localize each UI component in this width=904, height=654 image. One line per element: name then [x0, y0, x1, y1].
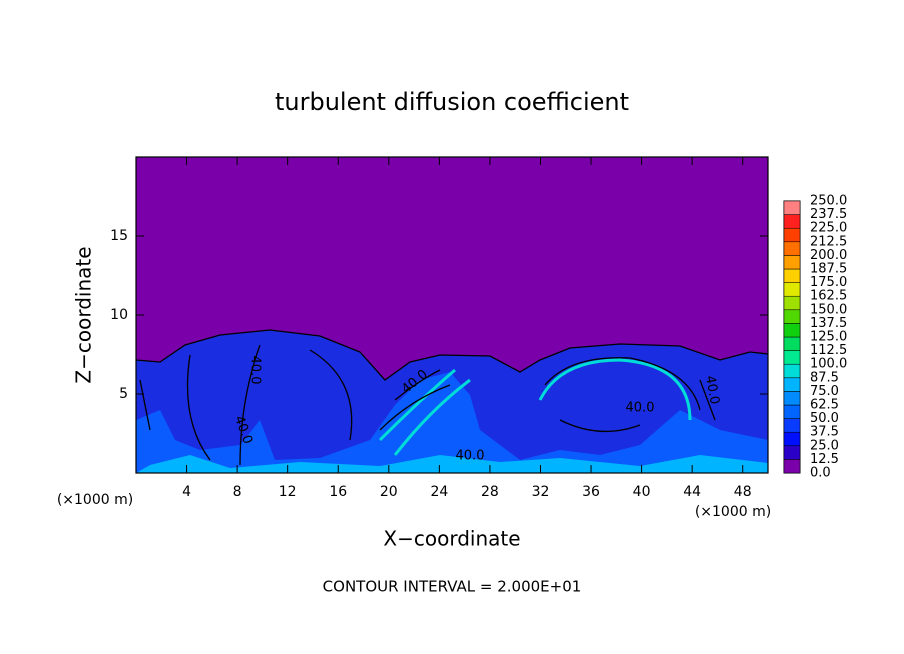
x-axis-label: X−coordinate — [383, 527, 520, 551]
chart-title: turbulent diffusion coefficient — [275, 88, 629, 116]
footnote: CONTOUR INTERVAL = 2.000E+01 — [323, 578, 582, 596]
colorbar-label: 175.0 — [810, 275, 847, 290]
colorbar-label: 112.5 — [810, 343, 847, 358]
colorbar-swatch — [783, 323, 801, 338]
colorbar-swatch — [783, 336, 801, 351]
y-tick-label: 15 — [110, 228, 128, 244]
x-tick-label: 8 — [233, 484, 242, 500]
colorbar-label: 162.5 — [810, 289, 847, 304]
colorbar-swatch — [783, 214, 801, 229]
y-axis-label: Z−coordinate — [72, 246, 96, 383]
contour-label: 40.0 — [626, 401, 655, 416]
colorbar-swatch — [783, 391, 801, 406]
colorbar-swatch — [783, 459, 801, 474]
field — [135, 157, 769, 473]
colorbar-label: 62.5 — [810, 398, 839, 413]
colorbar-label: 200.0 — [810, 248, 847, 263]
colorbar-label: 150.0 — [810, 302, 847, 317]
colorbar-swatch — [783, 241, 801, 256]
colorbar-label: 187.5 — [810, 262, 847, 277]
x-tick-label: 12 — [279, 484, 297, 500]
colorbar-label: 25.0 — [810, 438, 839, 453]
colorbar-label: 87.5 — [810, 370, 839, 385]
colorbar-label: 37.5 — [810, 425, 839, 440]
colorbar-label: 212.5 — [810, 234, 847, 249]
colorbar-label: 50.0 — [810, 411, 839, 426]
contour-lines — [135, 329, 769, 466]
y-tick-label: 10 — [110, 307, 128, 323]
colorbar-swatch — [783, 268, 801, 283]
colorbar-label: 237.5 — [810, 207, 847, 222]
x-tick-label: 24 — [430, 484, 448, 500]
x-tick-label: 20 — [380, 484, 398, 500]
contour-label: 40.0 — [456, 449, 485, 464]
field-region — [136, 455, 768, 473]
colorbar-label: 0.0 — [810, 466, 831, 481]
x-tick-label: 44 — [683, 484, 701, 500]
x-tick-label: 4 — [182, 484, 191, 500]
colorbar-swatch — [783, 431, 801, 447]
x-tick-label: 32 — [532, 484, 550, 500]
colorbar-swatch — [783, 282, 801, 297]
x-tick-label: 28 — [481, 484, 499, 500]
colorbar-swatch — [783, 295, 801, 311]
colorbar-label: 100.0 — [810, 357, 847, 372]
x-tick-label: 36 — [582, 484, 600, 500]
colorbar-swatch — [783, 377, 801, 392]
y-tick-label: 5 — [119, 386, 128, 402]
x-unit: (×1000 m) — [695, 504, 771, 520]
colorbar-swatch — [783, 404, 801, 419]
colorbar-label: 125.0 — [810, 330, 847, 345]
colorbar-swatch — [783, 363, 801, 379]
x-unit: (×1000 m) — [57, 492, 133, 508]
colorbar-swatch — [783, 445, 801, 460]
field-region — [136, 372, 768, 473]
colorbar-label: 250.0 — [810, 194, 847, 209]
colorbar-swatch — [783, 255, 801, 270]
colorbar-label: 12.5 — [810, 452, 839, 467]
colorbar-swatch — [783, 350, 801, 365]
x-tick-label: 16 — [329, 484, 347, 500]
field-streak — [378, 358, 692, 456]
colorbar-swatch — [783, 418, 801, 433]
contour-label: 40.0 — [702, 374, 722, 405]
x-tick-label: 40 — [633, 484, 651, 500]
colorbar-swatch — [783, 227, 801, 243]
x-tick-label: 48 — [734, 484, 752, 500]
contour-label: 40.0 — [248, 356, 263, 385]
colorbar-label: 225.0 — [810, 221, 847, 236]
colorbar-label: 75.0 — [810, 384, 839, 399]
colorbar-swatch — [783, 200, 801, 215]
colorbar-label: 137.5 — [810, 316, 847, 331]
colorbar-swatch — [783, 309, 801, 324]
